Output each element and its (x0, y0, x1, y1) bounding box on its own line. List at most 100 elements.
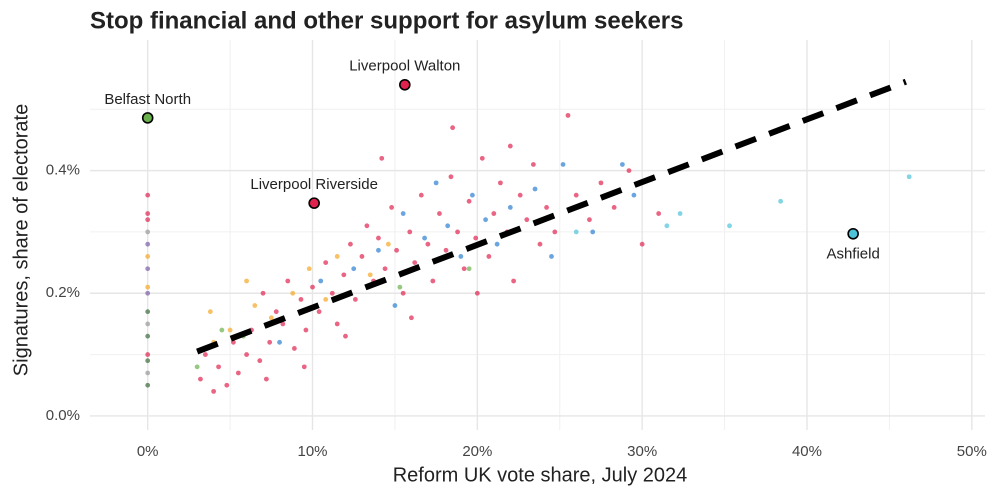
point (537, 241, 543, 247)
point (379, 155, 385, 161)
highlight-point (399, 78, 411, 91)
point (280, 321, 286, 327)
point (334, 321, 340, 327)
point (364, 223, 370, 229)
y-tick-label: 0.4% (46, 162, 80, 179)
point (244, 352, 249, 357)
point (517, 192, 523, 198)
point (544, 205, 549, 210)
point (359, 254, 365, 259)
point (507, 143, 513, 149)
point (306, 266, 312, 272)
point (145, 229, 151, 235)
point (565, 113, 571, 118)
point (507, 205, 513, 210)
point (473, 235, 479, 241)
point (443, 247, 449, 253)
point (430, 278, 436, 284)
point (343, 333, 348, 339)
annotation: Belfast North (104, 91, 191, 108)
point (727, 223, 732, 229)
point (483, 217, 488, 223)
point (290, 290, 296, 296)
point (433, 180, 439, 186)
point (145, 358, 151, 364)
x-tick-label: 20% (462, 443, 492, 460)
point (145, 309, 151, 315)
point (407, 229, 413, 235)
point (202, 352, 208, 357)
point (198, 376, 203, 382)
point (469, 192, 475, 198)
highlight-point (141, 112, 154, 124)
point (145, 352, 151, 357)
point (445, 223, 451, 229)
point (145, 321, 151, 327)
point (530, 162, 536, 167)
x-axis-label: Reform UK vote share, July 2024 (393, 464, 688, 486)
highlight-point (847, 227, 859, 240)
point (211, 388, 217, 394)
point (244, 278, 249, 284)
point (310, 284, 315, 290)
x-tick-label: 10% (297, 443, 327, 460)
x-tick-label: 50% (957, 443, 987, 460)
point (677, 211, 683, 216)
point (376, 235, 381, 241)
point (400, 290, 406, 296)
point (145, 290, 151, 296)
point (207, 309, 213, 315)
point (498, 180, 503, 186)
point (301, 364, 307, 370)
point (341, 272, 347, 278)
point (450, 125, 456, 131)
x-tick-label: 40% (792, 443, 822, 460)
x-tick-label: 0% (137, 443, 159, 460)
point (479, 155, 485, 161)
highlight-point (308, 197, 320, 209)
y-axis-label: Signatures, share of electorate (10, 104, 32, 376)
point (491, 211, 497, 216)
annotation: Liverpool Walton (349, 58, 460, 75)
point (532, 186, 538, 192)
annotation: Ashfield (826, 246, 879, 263)
point (549, 254, 554, 259)
y-tick-label: 0.0% (46, 407, 80, 424)
point (273, 309, 279, 315)
point (448, 174, 454, 180)
point (466, 198, 472, 204)
point (494, 241, 500, 247)
point (268, 315, 274, 321)
point (425, 241, 431, 247)
point (573, 229, 579, 235)
point (263, 376, 269, 382)
point (389, 205, 395, 210)
point (323, 260, 329, 265)
point (145, 217, 151, 223)
point (418, 192, 424, 198)
chart-title: Stop financial and other support for asy… (90, 7, 683, 34)
point (348, 241, 353, 247)
point (145, 370, 151, 376)
point (611, 205, 617, 210)
point (412, 260, 418, 265)
point (455, 229, 460, 235)
point (552, 229, 558, 235)
point (778, 198, 784, 204)
point (906, 174, 912, 180)
point (631, 192, 637, 198)
point (394, 247, 399, 253)
x-tick-label: 30% (627, 443, 657, 460)
point (219, 327, 225, 333)
point (397, 284, 403, 290)
point (639, 241, 645, 247)
point (267, 339, 273, 345)
point (422, 235, 427, 241)
point (303, 327, 309, 333)
point (257, 358, 263, 364)
point (511, 278, 517, 284)
point (316, 309, 322, 315)
point (461, 266, 467, 272)
point (437, 211, 442, 216)
